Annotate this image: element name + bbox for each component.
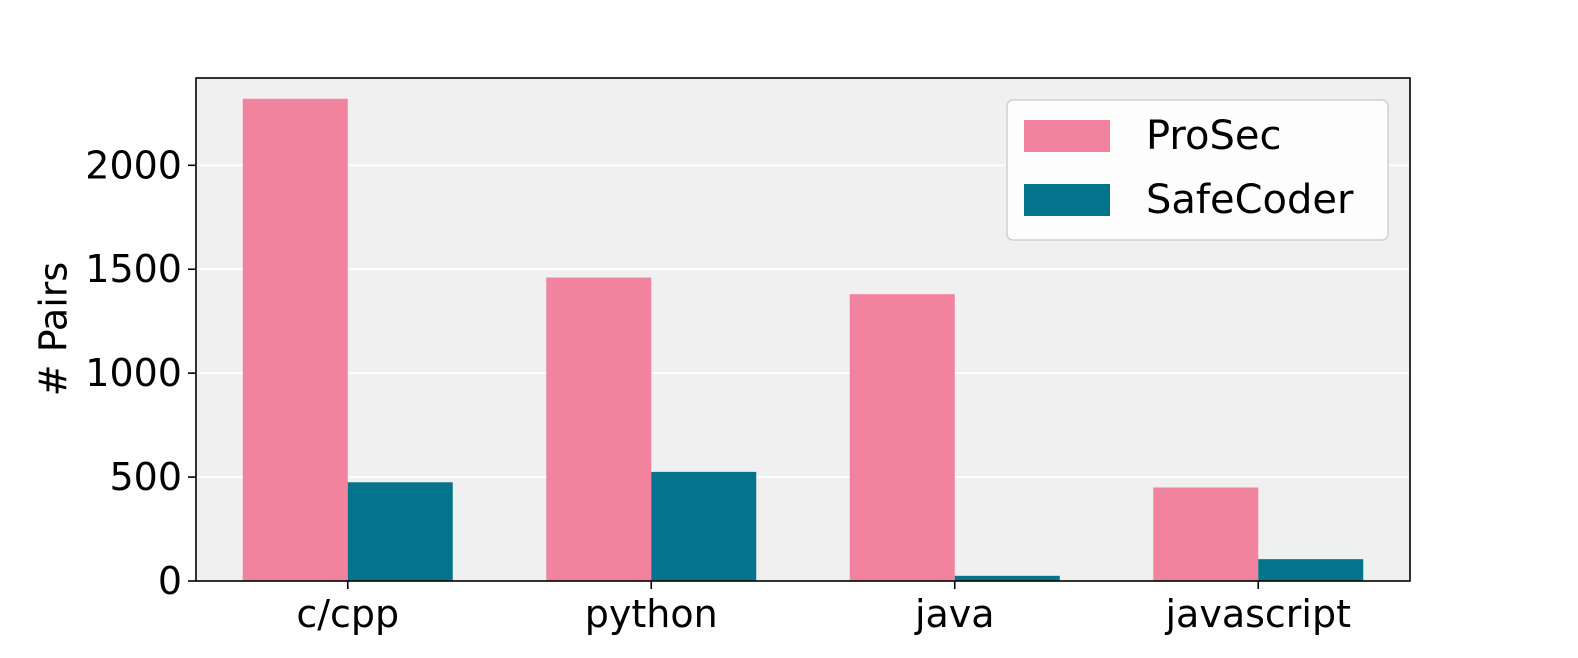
bar-safecoder-javascript [1258,559,1364,581]
y-tick-label: 1500 [85,247,182,291]
bar-prosec-c-cpp [242,98,348,581]
y-tick-label: 500 [109,455,182,499]
grid-lines [196,164,1410,478]
bar-safecoder-c-cpp [347,482,453,581]
bar-safecoder-python [651,471,757,581]
legend: ProSec SafeCoder [1006,99,1389,241]
legend-label-safecoder: SafeCoder [1146,177,1354,223]
legend-label-prosec: ProSec [1146,113,1281,159]
bar-prosec-javascript [1153,487,1259,581]
y-tick-label: 0 [158,559,182,603]
y-tick-label: 2000 [85,143,182,187]
plot-frame [195,77,1411,582]
x-tick-label: javascript [1164,592,1351,636]
x-tick-label: python [585,592,718,636]
legend-swatch-safecoder [1024,184,1110,216]
bar-prosec-java [849,294,955,581]
x-axis: c/cpp python java javascript [296,581,1351,636]
y-axis: 0 500 1000 1500 2000 [85,143,196,603]
bar-safecoder-java [954,575,1060,581]
x-tick-label: java [914,592,995,636]
x-tick-label: c/cpp [296,592,399,636]
legend-swatch-prosec [1024,120,1110,152]
bar-prosec-python [546,277,652,581]
y-tick-label: 1000 [85,351,182,395]
bars [242,98,1364,581]
y-axis-label: # Pairs [32,262,76,396]
